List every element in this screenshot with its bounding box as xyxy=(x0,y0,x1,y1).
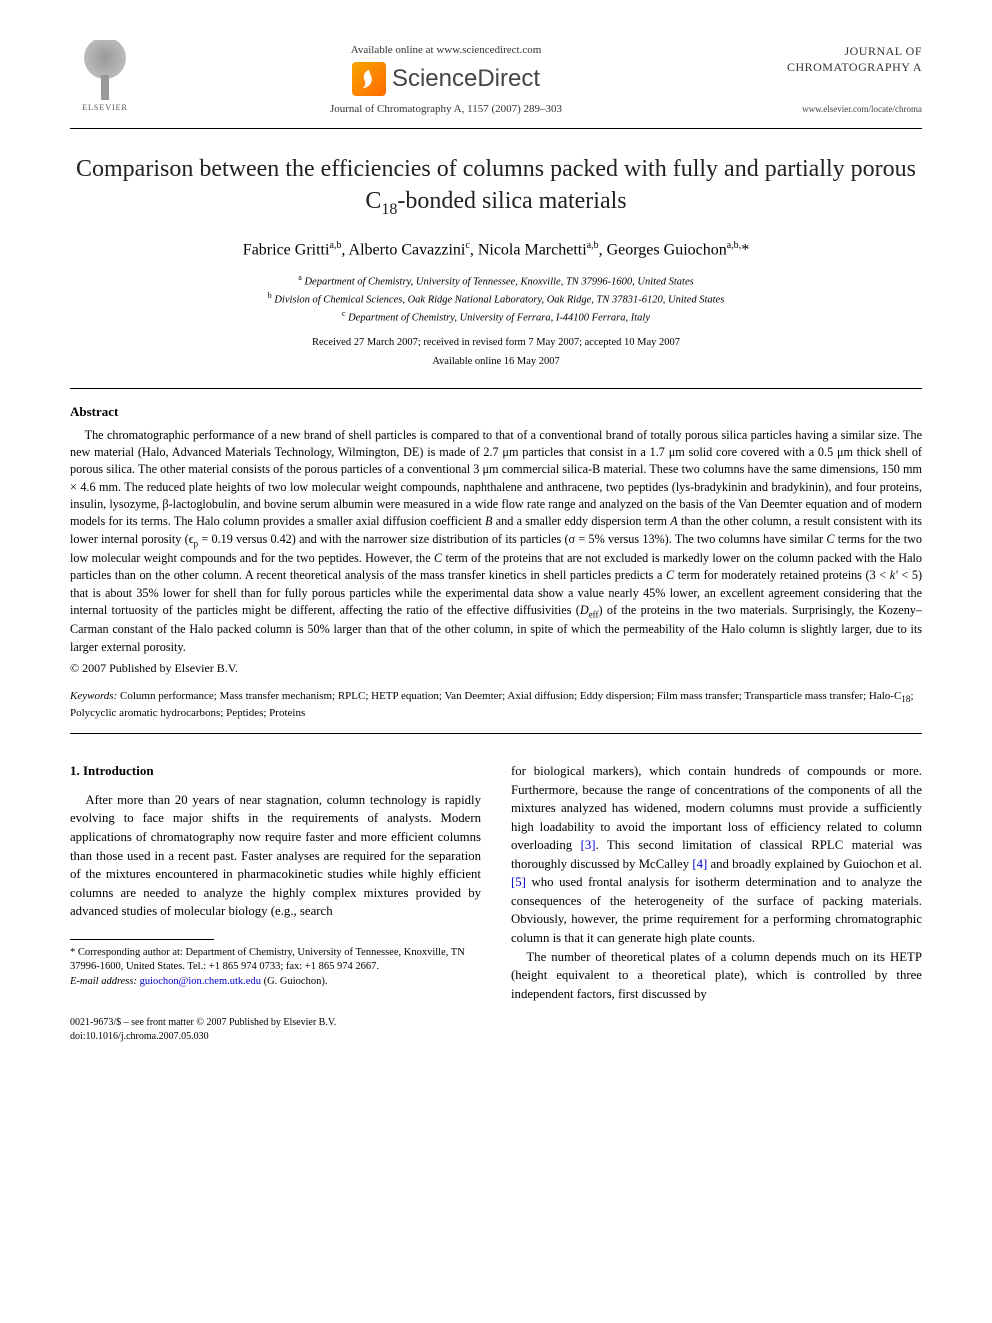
email-link[interactable]: guiochon@ion.chem.utk.edu xyxy=(140,976,261,987)
email-attribution: (G. Guiochon). xyxy=(264,976,328,987)
doi-line: doi:10.1016/j.chroma.2007.05.030 xyxy=(70,1030,481,1044)
header-center: Available online at www.sciencedirect.co… xyxy=(140,43,752,118)
left-column: 1. Introduction After more than 20 years… xyxy=(70,762,481,1044)
abstract-divider-bottom xyxy=(70,733,922,734)
footnote-rule xyxy=(70,939,214,940)
abstract-body: The chromatographic performance of a new… xyxy=(70,427,922,656)
keywords-label: Keywords: xyxy=(70,690,117,702)
authors-line: Fabrice Grittia,b, Alberto Cavazzinic, N… xyxy=(70,239,922,262)
sciencedirect-brand: ScienceDirect xyxy=(140,62,752,96)
front-matter-line: 0021-9673/$ – see front matter © 2007 Pu… xyxy=(70,1016,481,1030)
affiliation-c: c Department of Chemistry, University of… xyxy=(70,308,922,326)
intro-para-right-1: for biological markers), which contain h… xyxy=(511,762,922,947)
abstract-heading: Abstract xyxy=(70,403,922,421)
corresponding-author-footnote: * Corresponding author at: Department of… xyxy=(70,946,481,975)
received-dates: Received 27 March 2007; received in revi… xyxy=(70,336,922,351)
journal-brand-block: JOURNAL OF CHROMATOGRAPHY A www.elsevier… xyxy=(752,44,922,116)
journal-reference: Journal of Chromatography A, 1157 (2007)… xyxy=(140,102,752,117)
sciencedirect-text: ScienceDirect xyxy=(392,62,540,96)
header-divider xyxy=(70,128,922,129)
keywords-block: Keywords: Column performance; Mass trans… xyxy=(70,689,922,721)
email-label: E-mail address: xyxy=(70,976,137,987)
intro-para-left: After more than 20 years of near stagnat… xyxy=(70,791,481,921)
bottom-meta: 0021-9673/$ – see front matter © 2007 Pu… xyxy=(70,1016,481,1044)
email-footnote: E-mail address: guiochon@ion.chem.utk.ed… xyxy=(70,975,481,990)
journal-name-line2: CHROMATOGRAPHY A xyxy=(752,60,922,76)
elsevier-logo: ELSEVIER xyxy=(70,40,140,120)
copyright-line: © 2007 Published by Elsevier B.V. xyxy=(70,660,922,677)
abstract-divider-top xyxy=(70,388,922,389)
affiliation-b: b Division of Chemical Sciences, Oak Rid… xyxy=(70,290,922,308)
page-header: ELSEVIER Available online at www.science… xyxy=(70,40,922,120)
journal-url: www.elsevier.com/locate/chroma xyxy=(752,103,922,116)
elsevier-label: ELSEVIER xyxy=(82,102,128,113)
right-column: for biological markers), which contain h… xyxy=(511,762,922,1044)
availability-text: Available online at www.sciencedirect.co… xyxy=(140,43,752,58)
article-title: Comparison between the efficiencies of c… xyxy=(70,153,922,221)
body-columns: 1. Introduction After more than 20 years… xyxy=(70,762,922,1044)
introduction-heading: 1. Introduction xyxy=(70,762,481,781)
online-date: Available online 16 May 2007 xyxy=(70,355,922,370)
intro-para-right-2: The number of theoretical plates of a co… xyxy=(511,948,922,1004)
sciencedirect-icon xyxy=(352,62,386,96)
keywords-text: Column performance; Mass transfer mechan… xyxy=(70,690,914,719)
journal-name-line1: JOURNAL OF xyxy=(752,44,922,60)
elsevier-tree-icon xyxy=(75,40,135,100)
affiliation-a: a Department of Chemistry, University of… xyxy=(70,272,922,290)
affiliations: a Department of Chemistry, University of… xyxy=(70,272,922,327)
